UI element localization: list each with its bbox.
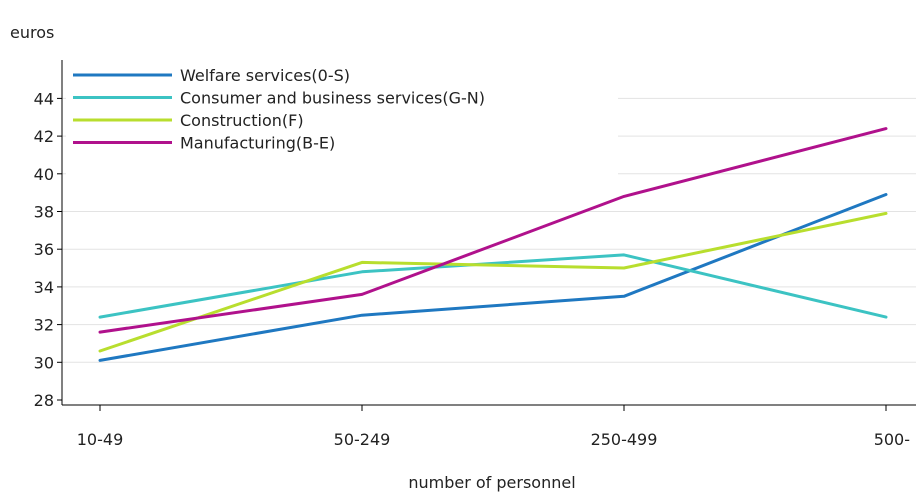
y-tick-label: 34 xyxy=(34,278,54,297)
legend-label: Manufacturing(B-E) xyxy=(180,134,335,153)
x-tick-label: 500- xyxy=(874,430,910,449)
x-tick-label: 10-49 xyxy=(77,430,124,449)
x-tick-labels: 10-49 50-249 250-499 500- xyxy=(77,430,910,449)
y-tick-label: 38 xyxy=(34,203,54,222)
legend-label: Welfare services(0-S) xyxy=(180,66,350,85)
y-tick-label: 40 xyxy=(34,165,54,184)
y-tick-labels: 28 30 32 34 36 38 40 42 44 xyxy=(34,89,54,410)
x-axis-label: number of personnel xyxy=(408,473,575,492)
legend-label: Consumer and business services(G-N) xyxy=(180,89,485,108)
legend-label: Construction(F) xyxy=(180,111,304,130)
x-tick-label: 50-249 xyxy=(334,430,391,449)
y-tick-label: 32 xyxy=(34,316,54,335)
y-tick-label: 42 xyxy=(34,127,54,146)
legend: Welfare services(0-S) Consumer and busine… xyxy=(66,62,618,186)
x-tick-label: 250-499 xyxy=(591,430,658,449)
series-line-0 xyxy=(100,195,886,361)
y-tick-label: 30 xyxy=(34,353,54,372)
y-tick-label: 36 xyxy=(34,240,54,259)
y-tick-label: 44 xyxy=(34,89,54,108)
y-tick-label: 28 xyxy=(34,391,54,410)
series-line-2 xyxy=(100,213,886,351)
y-axis-label: euros xyxy=(10,23,54,42)
